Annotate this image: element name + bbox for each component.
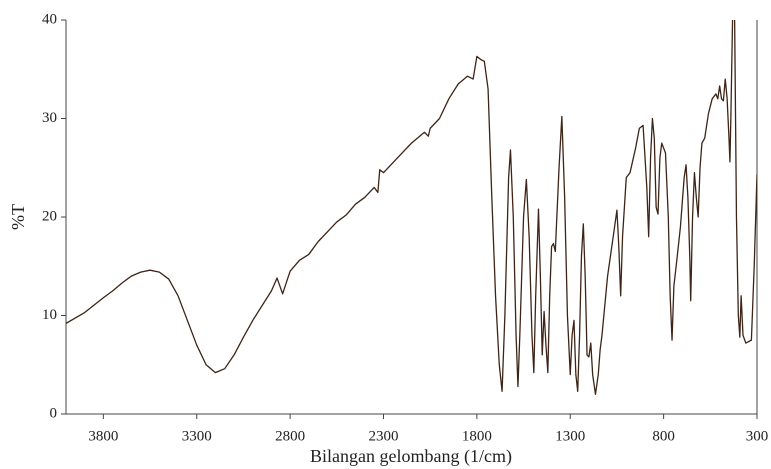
x-tick-label: 800 <box>652 428 675 444</box>
y-tick-label: 30 <box>42 110 57 126</box>
y-tick-label: 20 <box>42 208 57 224</box>
x-axis-label: Bilangan gelombang (1/cm) <box>310 446 512 467</box>
y-tick-label: 0 <box>50 405 58 421</box>
x-tick-label: 2300 <box>368 428 398 444</box>
y-tick-label: 40 <box>42 11 57 27</box>
spectrum-line <box>66 20 757 395</box>
y-axis-label: %T <box>8 204 28 230</box>
x-tick-label: 1300 <box>555 428 585 444</box>
x-tick-label: 300 <box>746 428 769 444</box>
y-tick-label: 10 <box>42 307 57 323</box>
x-tick-label: 3800 <box>88 428 118 444</box>
x-tick-label: 1800 <box>462 428 492 444</box>
x-tick-label: 3300 <box>182 428 212 444</box>
x-tick-label: 2800 <box>275 428 305 444</box>
